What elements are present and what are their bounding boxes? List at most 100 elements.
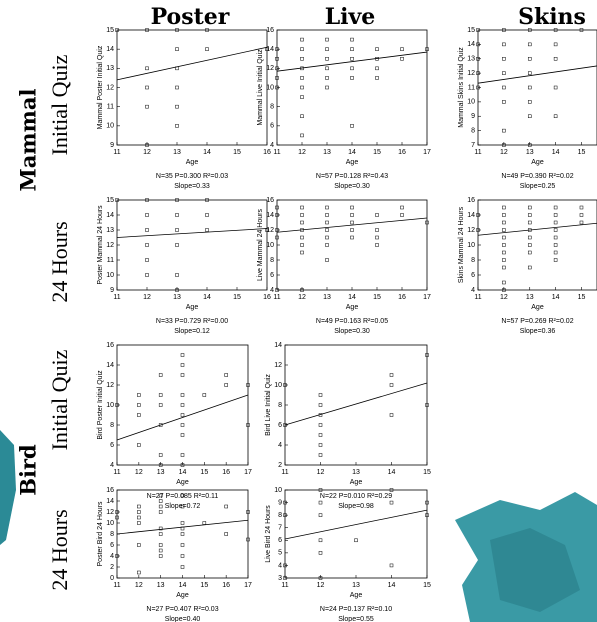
x-tick-label: 13 [526,149,534,156]
data-point [476,42,480,47]
data-point [175,288,179,292]
data-point [205,28,209,32]
data-point [375,228,379,232]
y-tick-label: 10 [106,123,114,130]
data-point [275,76,279,80]
data-point [115,403,119,407]
stats-note: N=49 P=0.163 R²=0.05 [316,318,388,325]
x-tick-label: 14 [388,469,396,476]
data-point [502,228,506,232]
data-point [275,66,279,71]
data-point [158,504,163,509]
x-tick-label: 14 [179,469,187,476]
x-tick-label: 14 [552,149,560,156]
data-point [502,213,506,217]
data-point [180,463,185,467]
data-point [527,220,532,225]
y-tick-label: 6 [110,442,114,449]
data-point [180,413,185,417]
data-point [527,28,532,32]
row-label: Initial Quiz [47,349,72,450]
x-tick-label: 16 [222,582,230,589]
data-point [300,76,304,80]
data-point [527,85,532,90]
data-point [246,423,250,427]
y-tick-label: 10 [274,382,282,389]
data-point [158,554,163,558]
data-point [354,538,358,543]
data-point [175,213,179,217]
y-tick-label: 14 [106,362,114,369]
data-point [300,235,304,240]
data-point [275,57,279,61]
data-point [300,95,304,99]
data-point [283,563,287,568]
data-point [300,114,304,118]
data-point [158,393,163,397]
decoration [0,430,16,545]
y-tick-label: 12 [467,70,475,77]
y-tick-label: 7 [278,525,282,532]
y-tick-label: 8 [270,257,274,264]
data-point [180,543,185,547]
fit-line [284,382,428,426]
data-point [175,228,179,232]
x-tick-label: 11 [281,582,288,589]
data-point [318,393,323,397]
data-point [115,198,119,202]
data-point [527,235,532,240]
y-axis-label: Skins Mammal 24 Hours [458,206,465,283]
x-tick-label: 12 [298,294,306,301]
fit-line [116,228,268,238]
data-point [400,57,404,61]
fit-line [477,222,597,236]
x-tick-label: 17 [423,294,431,301]
data-point [137,443,141,447]
plot-frame [116,199,268,291]
x-axis-label: Age [176,592,189,599]
data-point [389,563,394,568]
data-point [158,423,163,427]
data-point [205,228,209,232]
x-tick-label: 14 [348,149,356,156]
y-tick-label: 12 [106,509,114,516]
data-point [180,493,185,498]
data-point [375,66,379,71]
x-tick-label: 12 [317,582,325,589]
data-point [275,213,279,217]
data-point [502,100,506,104]
x-axis-label: Age [350,592,363,599]
fit-line [477,65,597,84]
data-point [350,57,354,61]
y-tick-label: 14 [106,212,114,219]
data-point [158,548,163,553]
y-tick-label: 9 [278,499,282,506]
data-point [553,250,558,255]
y-tick-label: 14 [266,212,274,219]
data-point [137,570,141,575]
data-point [275,235,279,240]
x-tick-label: 14 [203,294,211,301]
y-tick-label: 11 [468,84,475,91]
x-tick-label: 11 [273,149,280,156]
data-point [180,554,185,558]
decoration [490,528,580,612]
data-point [527,213,532,217]
data-point [205,47,209,51]
x-tick-label: 13 [526,294,534,301]
data-point [158,532,163,536]
y-axis-label: Poster Mammal 24 Hours [97,205,104,285]
y-tick-label: 14 [467,41,475,48]
data-point [158,453,163,457]
data-point [318,500,323,505]
y-tick-label: 5 [278,550,282,557]
x-tick-label: 14 [179,582,187,589]
data-point [158,543,163,547]
data-point [502,235,506,240]
row-label: Initial Quiz [47,54,72,155]
stats-note: N=49 P=0.390 R²=0.02 [501,173,573,180]
data-point [175,28,179,32]
data-point [375,213,379,217]
y-tick-label: 12 [274,362,282,369]
data-point [224,373,228,377]
